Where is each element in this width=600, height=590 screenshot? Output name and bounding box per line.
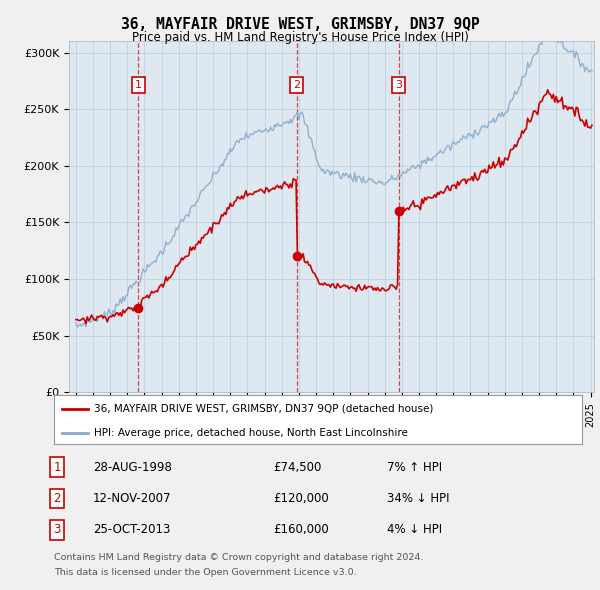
Text: 2: 2 [293, 80, 300, 90]
Text: 4% ↓ HPI: 4% ↓ HPI [387, 523, 442, 536]
Text: 12-NOV-2007: 12-NOV-2007 [93, 492, 172, 505]
Text: Price paid vs. HM Land Registry's House Price Index (HPI): Price paid vs. HM Land Registry's House … [131, 31, 469, 44]
Text: £74,500: £74,500 [273, 461, 322, 474]
Text: 36, MAYFAIR DRIVE WEST, GRIMSBY, DN37 9QP (detached house): 36, MAYFAIR DRIVE WEST, GRIMSBY, DN37 9Q… [94, 404, 433, 414]
Text: 36, MAYFAIR DRIVE WEST, GRIMSBY, DN37 9QP: 36, MAYFAIR DRIVE WEST, GRIMSBY, DN37 9Q… [121, 17, 479, 31]
Text: 2: 2 [53, 492, 61, 505]
Text: HPI: Average price, detached house, North East Lincolnshire: HPI: Average price, detached house, Nort… [94, 428, 407, 438]
Text: 1: 1 [135, 80, 142, 90]
Text: 28-AUG-1998: 28-AUG-1998 [93, 461, 172, 474]
Text: 7% ↑ HPI: 7% ↑ HPI [387, 461, 442, 474]
Text: 3: 3 [53, 523, 61, 536]
Text: £160,000: £160,000 [273, 523, 329, 536]
Text: 34% ↓ HPI: 34% ↓ HPI [387, 492, 449, 505]
Text: 3: 3 [395, 80, 402, 90]
Text: 25-OCT-2013: 25-OCT-2013 [93, 523, 170, 536]
Text: £120,000: £120,000 [273, 492, 329, 505]
Text: 1: 1 [53, 461, 61, 474]
Text: Contains HM Land Registry data © Crown copyright and database right 2024.: Contains HM Land Registry data © Crown c… [54, 553, 424, 562]
Text: This data is licensed under the Open Government Licence v3.0.: This data is licensed under the Open Gov… [54, 568, 356, 577]
